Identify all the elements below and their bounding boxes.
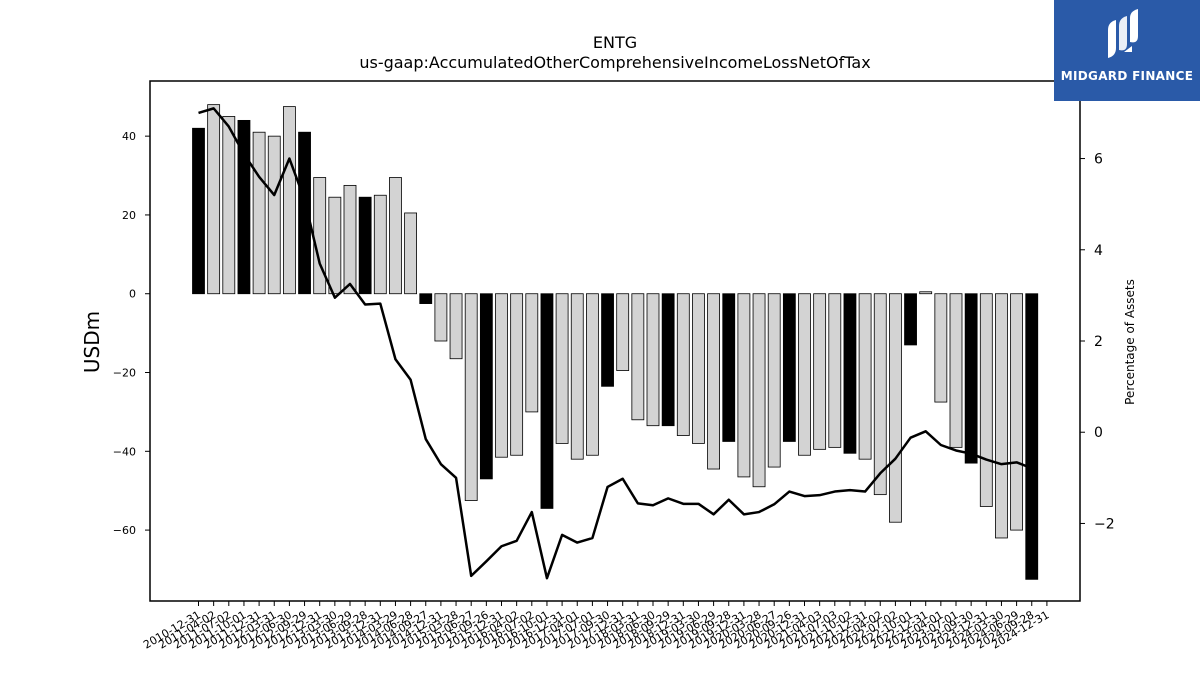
brand-name: MIDGARD FINANCE (1060, 69, 1194, 83)
bar (934, 293, 948, 403)
bar (192, 127, 205, 295)
y2-tick-label: −2 (1094, 516, 1115, 532)
bar (722, 293, 736, 442)
bar (555, 293, 569, 444)
bar (828, 293, 842, 448)
chart-title: ENTG (593, 33, 637, 52)
bar (964, 293, 978, 464)
chart-subtitle: us-gaap:AccumulatedOtherComprehensiveInc… (359, 53, 870, 72)
y2-tick-label: 4 (1094, 243, 1103, 259)
bar (676, 293, 690, 436)
bar (464, 293, 478, 501)
y-axis-label: USDm (80, 311, 104, 373)
y-tick-label: −20 (113, 367, 136, 380)
bar (343, 184, 357, 295)
y-tick-label: 40 (122, 130, 136, 143)
bar (767, 293, 781, 468)
bar (237, 119, 251, 295)
bar (298, 131, 311, 295)
y2-axis-label: Percentage of Assets (1123, 279, 1137, 405)
bar (449, 293, 463, 360)
bar (404, 212, 418, 295)
bar (586, 293, 599, 456)
bar (995, 293, 1008, 539)
bar (267, 135, 281, 295)
y2-axis: 6 4 2 0 −2 (1080, 152, 1115, 532)
bar (358, 196, 372, 295)
bar (479, 293, 493, 480)
y-tick-label: 20 (122, 209, 136, 222)
series-line (198, 107, 1033, 580)
bar (873, 293, 887, 496)
y2-tick-label: 0 (1094, 425, 1103, 441)
bar (798, 293, 811, 456)
bar (904, 293, 917, 346)
bar (313, 177, 327, 295)
bar (752, 293, 766, 488)
bar (495, 293, 508, 458)
bar (692, 293, 705, 444)
bar (631, 293, 645, 421)
midgard-logo-icon (1108, 9, 1138, 58)
bar (282, 106, 296, 295)
bars-group (192, 104, 1039, 580)
bar (661, 293, 675, 427)
bar (1025, 293, 1039, 580)
bar (510, 293, 524, 456)
bar (919, 291, 933, 295)
y2-tick-label: 2 (1094, 334, 1103, 350)
y2-tick-label: 6 (1094, 152, 1103, 168)
bar (979, 293, 993, 507)
bar (707, 293, 720, 470)
bar (389, 177, 402, 295)
bar (601, 293, 614, 387)
bar (782, 293, 796, 442)
bar (813, 293, 827, 450)
bar (949, 293, 963, 448)
brand-logo: MIDGARD FINANCE (1054, 0, 1200, 101)
bar (434, 293, 448, 342)
bar (207, 104, 221, 295)
bar (540, 293, 554, 509)
bar (525, 293, 539, 413)
bar (737, 293, 751, 478)
bar (1010, 293, 1023, 531)
bar (858, 293, 872, 460)
y-tick-label: −60 (113, 524, 136, 537)
bar (570, 293, 584, 460)
bar (646, 293, 660, 427)
bar (373, 194, 387, 295)
y-tick-label: 0 (129, 288, 136, 301)
y-axis: 40 20 0 −20 −40 −60 (113, 130, 150, 537)
bar (252, 131, 266, 295)
x-axis: 2010-12-312011-04-022011-07-022011-10-01… (141, 601, 1051, 652)
bar (616, 293, 630, 371)
line-group (198, 107, 1033, 580)
bar (222, 116, 236, 295)
bar (419, 293, 433, 304)
y-tick-label: −40 (113, 445, 136, 458)
plot-frame (149, 80, 1081, 602)
bar (889, 293, 902, 523)
bar (843, 293, 857, 454)
bar (328, 196, 342, 295)
